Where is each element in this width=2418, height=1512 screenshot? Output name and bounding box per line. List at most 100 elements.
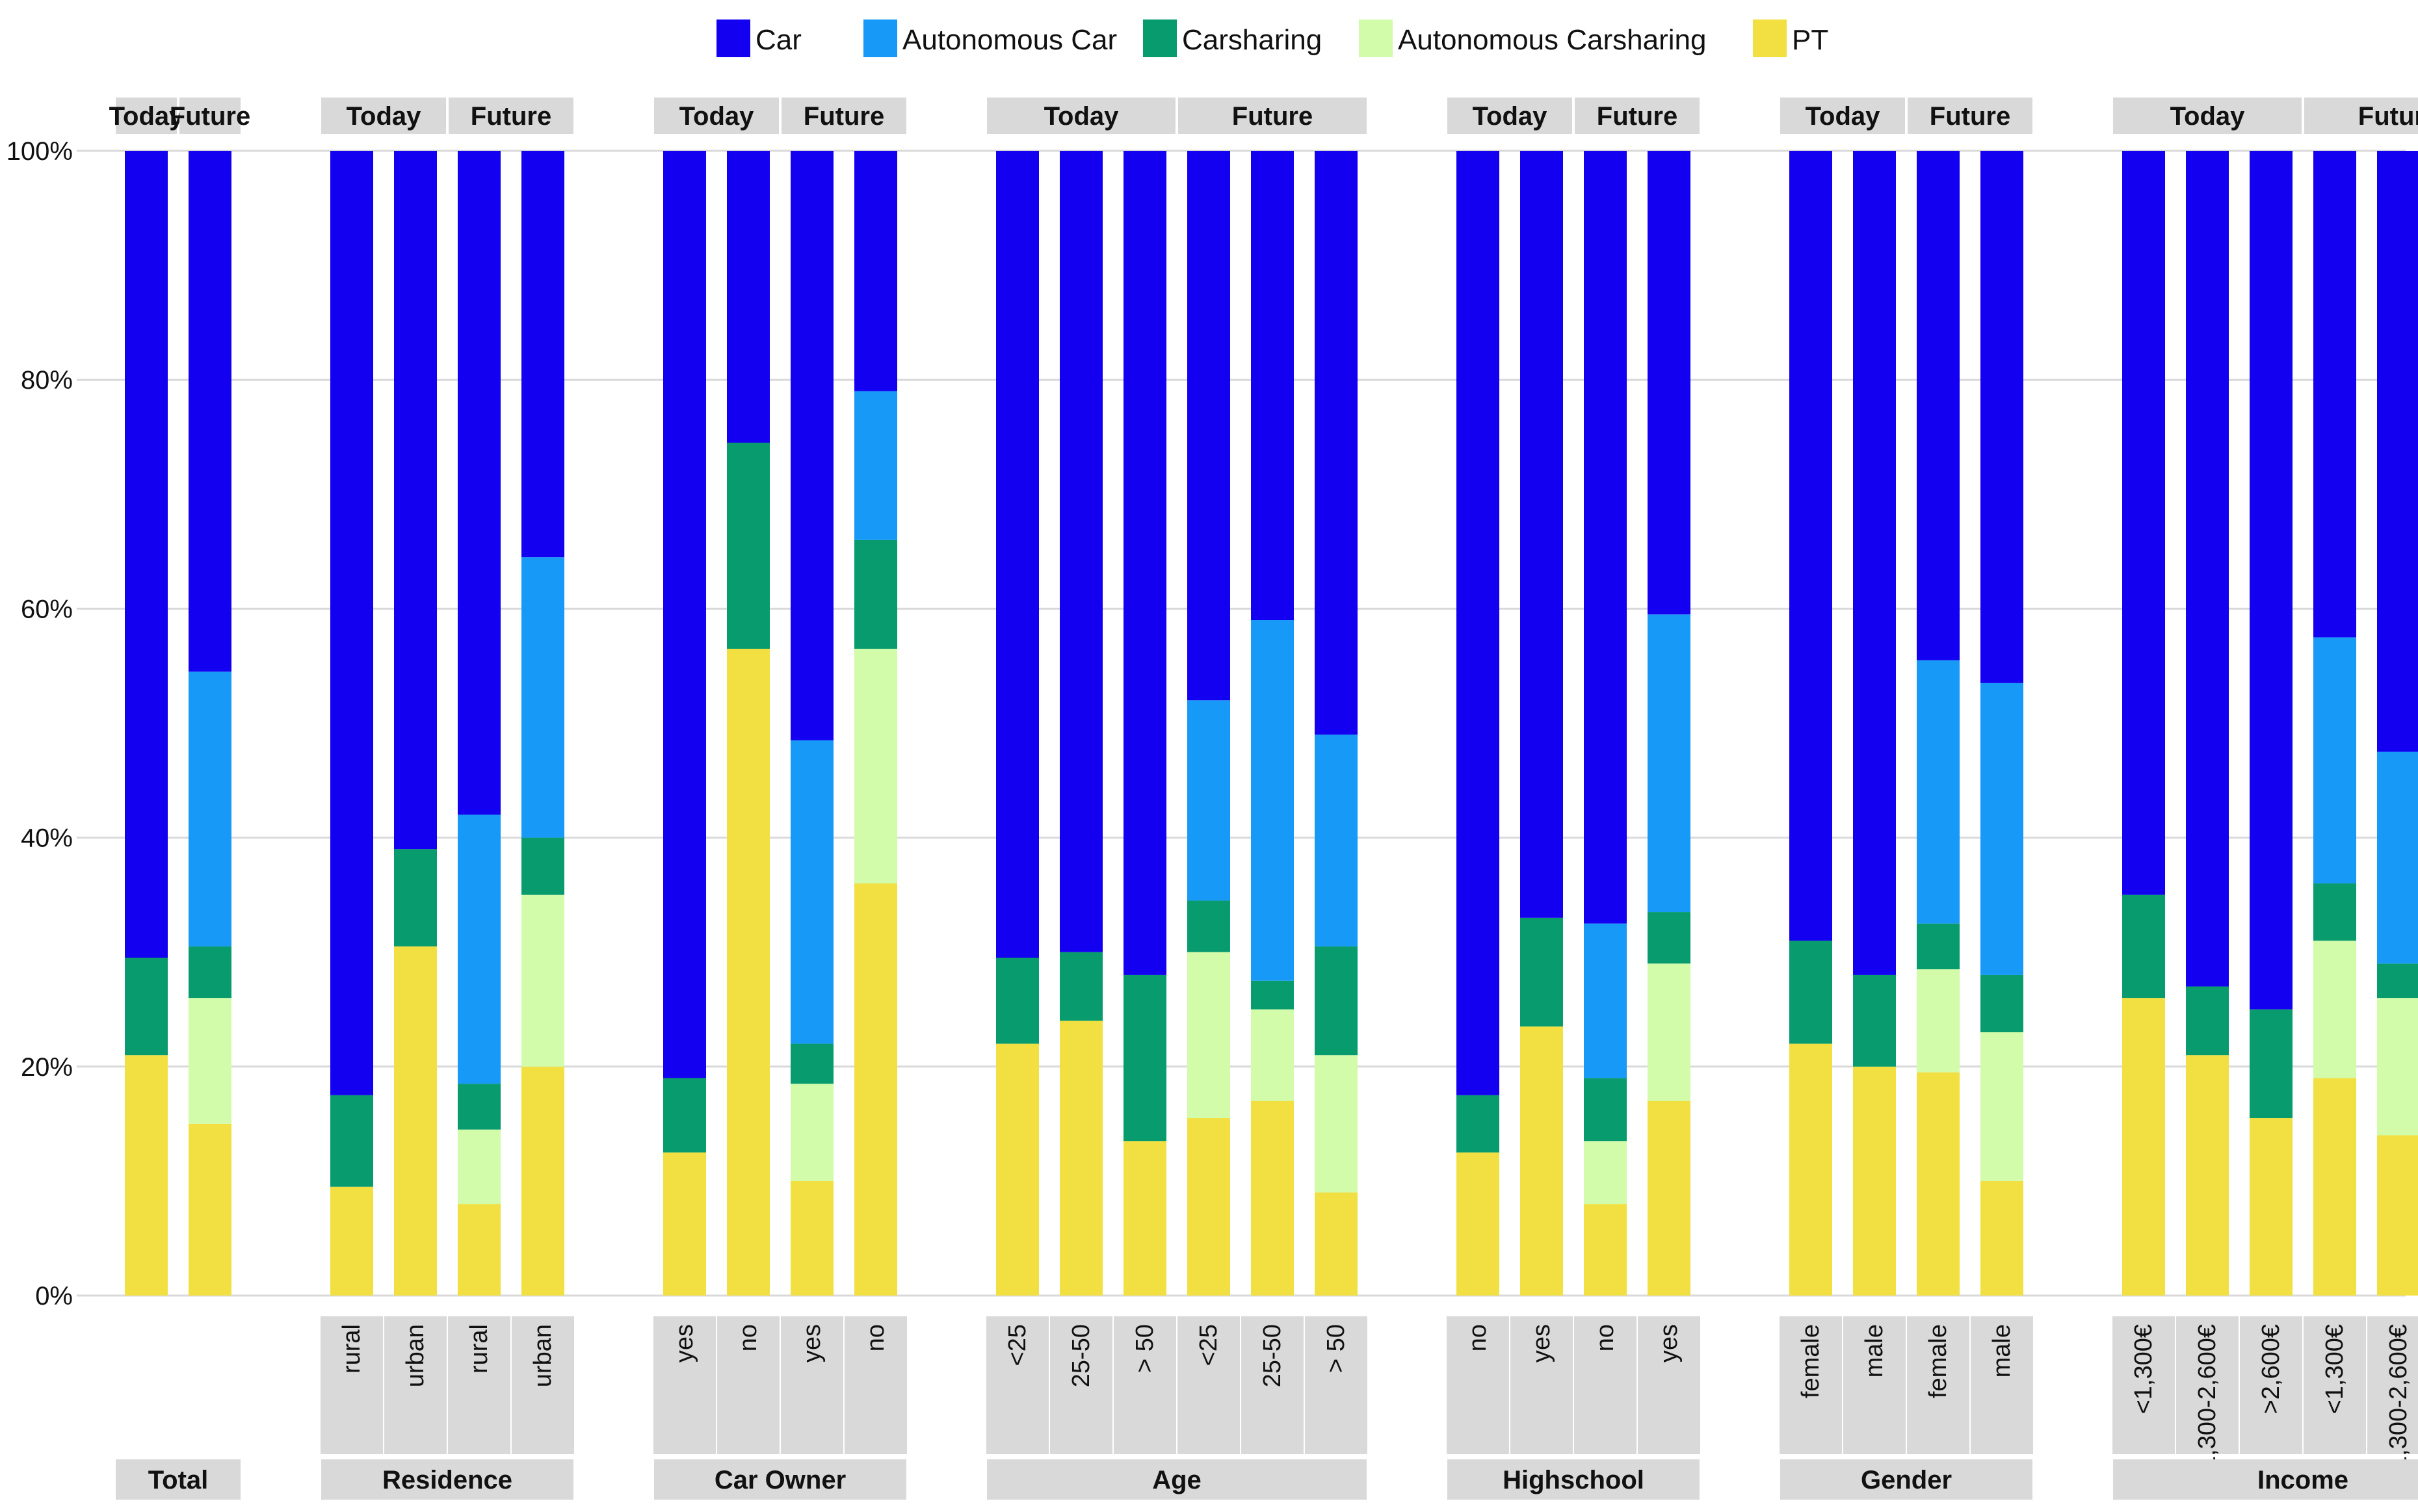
bar-car-owner-future-no-autonomous-carsharing xyxy=(854,649,897,884)
category-label-income-today-gt2-600eur: >2,600€ xyxy=(2257,1324,2285,1414)
bar-income-today-lt1-300eur-car xyxy=(2122,151,2165,895)
header-cell-total-future xyxy=(179,98,241,134)
bar-age-today-lt25-carsharing xyxy=(996,958,1039,1044)
group-label-car-owner: Car Owner xyxy=(715,1466,846,1494)
bar-highschool-today-no-carsharing xyxy=(1456,1095,1499,1153)
bar-residence-future-urban-pt xyxy=(521,1066,564,1296)
group-cell-total xyxy=(116,1459,241,1500)
bar-total-today-all-carsharing xyxy=(125,958,168,1056)
category-cell-age-today-lt25 xyxy=(986,1316,1049,1454)
group-labels: Total Residence Car Owner Age Highschool Gend… xyxy=(116,1459,2418,1500)
header-label-highschool-today: Today xyxy=(1473,102,1548,131)
bar-highschool-future-yes-autonomous-carsharing xyxy=(1648,963,1690,1101)
bar-residence-today-urban-car xyxy=(394,151,437,850)
bar-gender-today-male-pt xyxy=(1853,1066,1896,1296)
bar-income-today-lt1-300eur-carsharing xyxy=(2122,894,2165,998)
header-label-total-future: Future xyxy=(170,102,250,131)
bar-residence-future-rural-carsharing xyxy=(458,1084,501,1130)
bar-income-future-1-300-2-600eur-carsharing xyxy=(2377,963,2418,998)
bar-residence-future-rural-car xyxy=(458,151,501,815)
bar-car-owner-future-no-car xyxy=(854,151,897,391)
bar-age-future-lt25-car xyxy=(1187,151,1230,701)
header-cell-gender-future xyxy=(1908,98,2032,134)
bar-income-future-lt1-300eur-pt xyxy=(2313,1078,2356,1296)
bar-age-future-gt-50-carsharing xyxy=(1315,946,1358,1056)
bar-age-future-gt-50-autonomous-carsharing xyxy=(1315,1055,1358,1193)
group-label-residence: Residence xyxy=(382,1466,512,1494)
group-cell-gender xyxy=(1780,1459,2032,1500)
bar-age-future-25-50-autonomous-car xyxy=(1251,620,1294,981)
category-label-residence-future-urban: urban xyxy=(529,1324,557,1387)
bar-car-owner-future-no-autonomous-car xyxy=(854,391,897,540)
bar-age-today-gt-50-pt xyxy=(1124,1141,1166,1296)
legend-label-pt: PT xyxy=(1792,24,1828,56)
bar-age-future-25-50-pt xyxy=(1251,1101,1294,1296)
category-label-age-future-gt-50: > 50 xyxy=(1322,1324,1350,1373)
header-label-age-today: Today xyxy=(1044,102,1120,131)
category-label-highschool-future-yes: yes xyxy=(1655,1324,1683,1362)
category-cell-residence-future-urban xyxy=(512,1316,574,1454)
bar-age-today-lt25-car xyxy=(996,151,1039,958)
bar-income-future-lt1-300eur-autonomous-car xyxy=(2313,637,2356,884)
category-label-residence-today-rural: rural xyxy=(338,1324,365,1374)
legend-swatch-autonomous-carsharing xyxy=(1359,20,1393,57)
header-label-gender-future: Future xyxy=(1930,102,2010,131)
bar-residence-today-urban-pt xyxy=(394,946,437,1296)
bar-residence-today-rural-carsharing xyxy=(330,1095,373,1187)
bar-age-today-25-50-car xyxy=(1060,151,1103,952)
bar-income-future-lt1-300eur-car xyxy=(2313,151,2356,638)
category-cell-car-owner-future-no xyxy=(845,1316,907,1454)
bar-highschool-future-yes-car xyxy=(1648,151,1690,615)
bar-car-owner-future-yes-car xyxy=(791,151,834,740)
y-axis: 0% 20% 40% 60% 80% 100% xyxy=(7,137,73,1310)
bar-age-future-25-50-car xyxy=(1251,151,1294,621)
bar-highschool-future-no-autonomous-carsharing xyxy=(1584,1141,1627,1205)
bar-highschool-today-yes-carsharing xyxy=(1520,917,1563,1027)
category-label-age-future-lt25: <25 xyxy=(1195,1324,1222,1366)
category-label-residence-today-urban: urban xyxy=(402,1324,429,1387)
header-cell-residence-today xyxy=(321,98,446,134)
header-cell-highschool-future xyxy=(1575,98,1700,134)
category-cell-gender-future-female xyxy=(1907,1316,1969,1454)
category-label-highschool-today-yes: yes xyxy=(1528,1324,1555,1362)
bar-age-today-25-50-pt xyxy=(1060,1021,1103,1296)
bar-gender-future-male-carsharing xyxy=(1980,974,2023,1032)
bar-highschool-today-no-pt xyxy=(1456,1152,1499,1296)
bar-age-future-lt25-carsharing xyxy=(1187,900,1230,952)
category-label-car-owner-future-yes: yes xyxy=(798,1324,826,1362)
bar-age-future-lt25-autonomous-car xyxy=(1187,700,1230,901)
bars xyxy=(125,151,2418,1296)
category-label-highschool-future-no: no xyxy=(1592,1324,1619,1351)
header-cell-total-today xyxy=(116,98,177,134)
category-cell-highschool-today-no xyxy=(1447,1316,1509,1454)
bar-residence-future-urban-car xyxy=(521,151,564,558)
group-label-highschool: Highschool xyxy=(1503,1466,1644,1494)
bar-car-owner-future-no-pt xyxy=(854,883,897,1296)
header-label-gender-today: Today xyxy=(1806,102,1881,131)
bar-age-today-gt-50-carsharing xyxy=(1124,974,1166,1141)
category-cell-highschool-today-yes xyxy=(1510,1316,1573,1454)
legend-label-car: Car xyxy=(756,24,802,56)
group-cell-car-owner xyxy=(654,1459,906,1500)
bar-car-owner-today-yes-carsharing xyxy=(663,1078,706,1153)
category-cell-income-today-1-300-2-600eur xyxy=(2176,1316,2239,1454)
category-cell-income-today-lt1-300eur xyxy=(2112,1316,2175,1454)
legend-swatch-car xyxy=(716,20,750,57)
bar-residence-future-rural-pt xyxy=(458,1204,501,1296)
category-cell-car-owner-today-no xyxy=(717,1316,780,1454)
bar-residence-future-rural-autonomous-carsharing xyxy=(458,1129,501,1205)
category-cell-income-today-gt2-600eur xyxy=(2240,1316,2302,1454)
legend-label-autonomous-carsharing: Autonomous Carsharing xyxy=(1398,24,1706,56)
bar-age-future-gt-50-pt xyxy=(1315,1192,1358,1296)
bar-highschool-future-yes-autonomous-car xyxy=(1648,614,1690,913)
bar-highschool-today-yes-pt xyxy=(1520,1026,1563,1296)
header-cell-income-future xyxy=(2304,98,2418,134)
category-cell-highschool-future-no xyxy=(1574,1316,1636,1454)
bar-age-future-25-50-carsharing xyxy=(1251,980,1294,1010)
group-label-total: Total xyxy=(148,1466,209,1494)
group-label-age: Age xyxy=(1152,1466,1202,1494)
bar-income-today-gt2-600eur-carsharing xyxy=(2250,1009,2293,1119)
header-label-income-today: Today xyxy=(2170,102,2246,131)
bar-income-today-gt2-600eur-pt xyxy=(2250,1118,2293,1296)
